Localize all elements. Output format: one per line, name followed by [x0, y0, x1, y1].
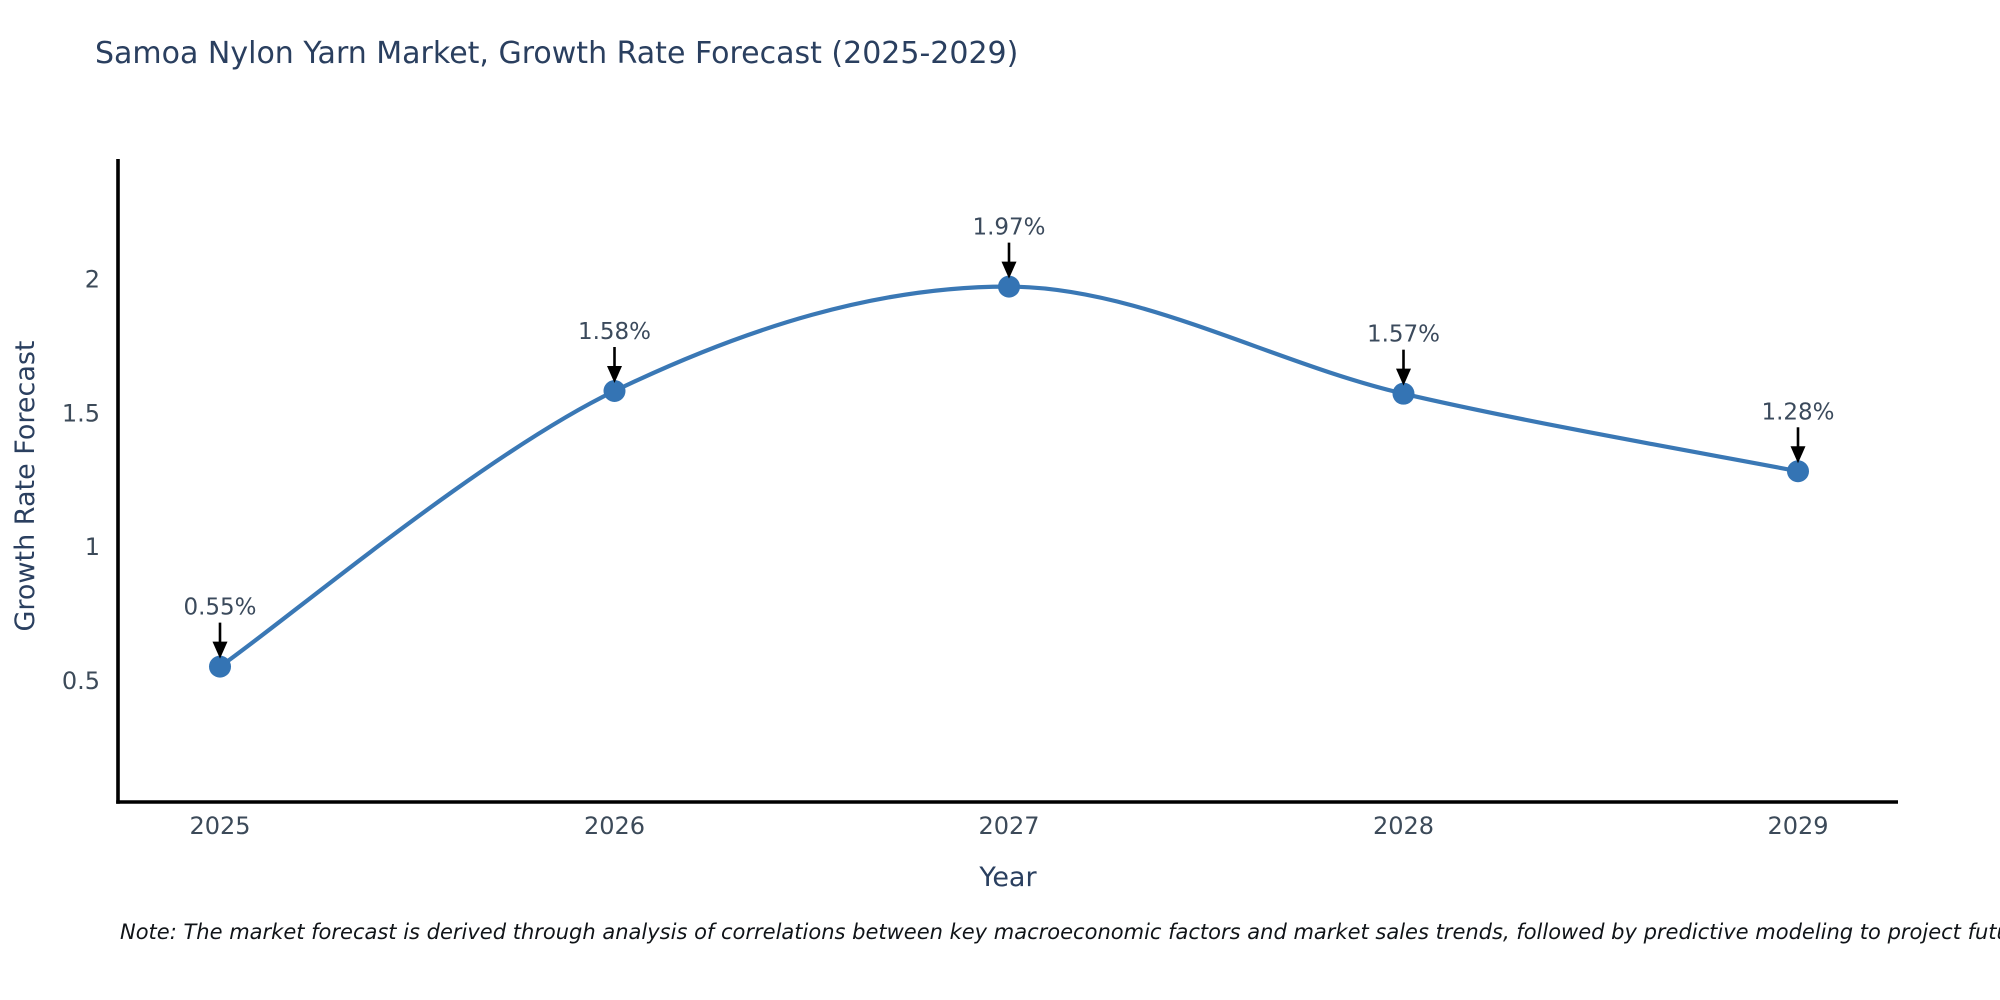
y-tick-label: 1.5 [62, 399, 100, 427]
x-tick-label: 2029 [1767, 812, 1828, 840]
annotation-label: 1.57% [1367, 322, 1440, 348]
data-point-2025[interactable] [209, 655, 231, 678]
annotation-arrowhead-icon [1790, 446, 1806, 464]
chart-title: Samoa Nylon Yarn Market, Growth Rate For… [95, 36, 1019, 71]
y-tick-label: 2 [85, 266, 100, 294]
y-axis-title: Growth Rate Forecast [10, 340, 41, 631]
data-point-2026[interactable] [603, 379, 626, 402]
data-point-2029[interactable] [1787, 460, 1809, 483]
annotation-arrowhead-icon [607, 365, 622, 383]
annotation-arrowhead-icon [1396, 368, 1411, 386]
data-point-2027[interactable] [998, 275, 1020, 298]
y-tick-label: 0.5 [62, 667, 100, 695]
annotation-label: 1.97% [972, 215, 1045, 241]
annotation-arrowhead-icon [212, 641, 228, 659]
annotation-label: 1.58% [578, 319, 651, 345]
x-axis-title: Year [978, 862, 1037, 893]
data-point-2028[interactable] [1392, 382, 1415, 405]
annotation-arrowhead-icon [1001, 261, 1017, 279]
x-tick-label: 2025 [189, 812, 250, 840]
annotation-label: 1.28% [1761, 399, 1834, 425]
annotation-label: 0.55% [183, 595, 256, 621]
x-tick-label: 2028 [1373, 812, 1434, 840]
x-tick-label: 2026 [584, 812, 645, 840]
series-line [217, 284, 1801, 669]
y-tick-label: 1 [85, 533, 100, 561]
x-tick-label: 2027 [978, 812, 1039, 840]
footnote: Note: The market forecast is derived thr… [120, 920, 2000, 944]
